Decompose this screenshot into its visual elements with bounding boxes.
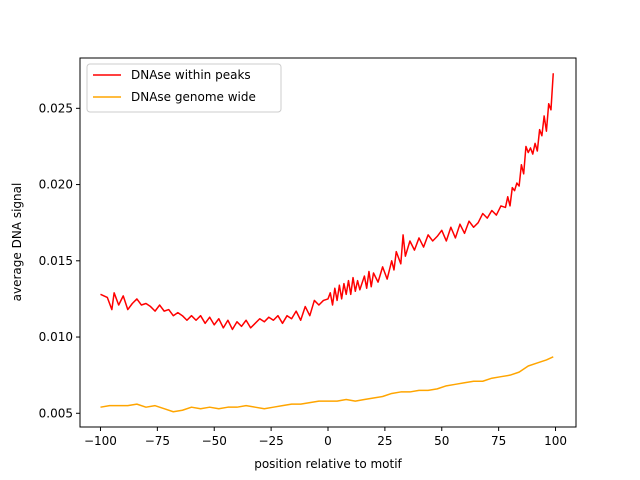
x-tick-label: 0: [324, 434, 332, 448]
x-tick-label: 75: [491, 434, 506, 448]
y-tick-label: 0.010: [39, 330, 73, 344]
legend-frame: [86, 63, 282, 113]
x-tick-label: −75: [145, 434, 170, 448]
x-tick-label: 50: [434, 434, 449, 448]
y-tick-label: 0.020: [39, 178, 73, 192]
series-line-1: [100, 356, 554, 413]
plot-area: [80, 58, 576, 427]
y-tick-label: 0.025: [39, 101, 73, 115]
x-tick-label: 100: [544, 434, 567, 448]
y-tick-label: 0.015: [39, 254, 73, 268]
y-axis-label: average DNA signal: [10, 183, 24, 302]
y-axis: 0.005 0.010 0.015 0.020 0.025: [39, 101, 80, 420]
x-tick-label: −50: [202, 434, 227, 448]
legend-label-genome: DNAse genome wide: [131, 90, 256, 104]
series-line-0: [100, 73, 554, 331]
y-tick-label: 0.005: [39, 406, 73, 420]
x-axis-label: position relative to motif: [254, 457, 402, 471]
x-tick-label: −100: [84, 434, 117, 448]
x-tick-label: 25: [377, 434, 392, 448]
x-axis: −100 −75 −50 −25 0 25 50 75 100: [84, 427, 567, 448]
legend-label-peaks: DNAse within peaks: [131, 68, 251, 82]
legend: DNAse within peaks DNAse genome wide: [86, 63, 282, 113]
series-layer: [100, 73, 554, 413]
x-tick-label: −25: [258, 434, 283, 448]
